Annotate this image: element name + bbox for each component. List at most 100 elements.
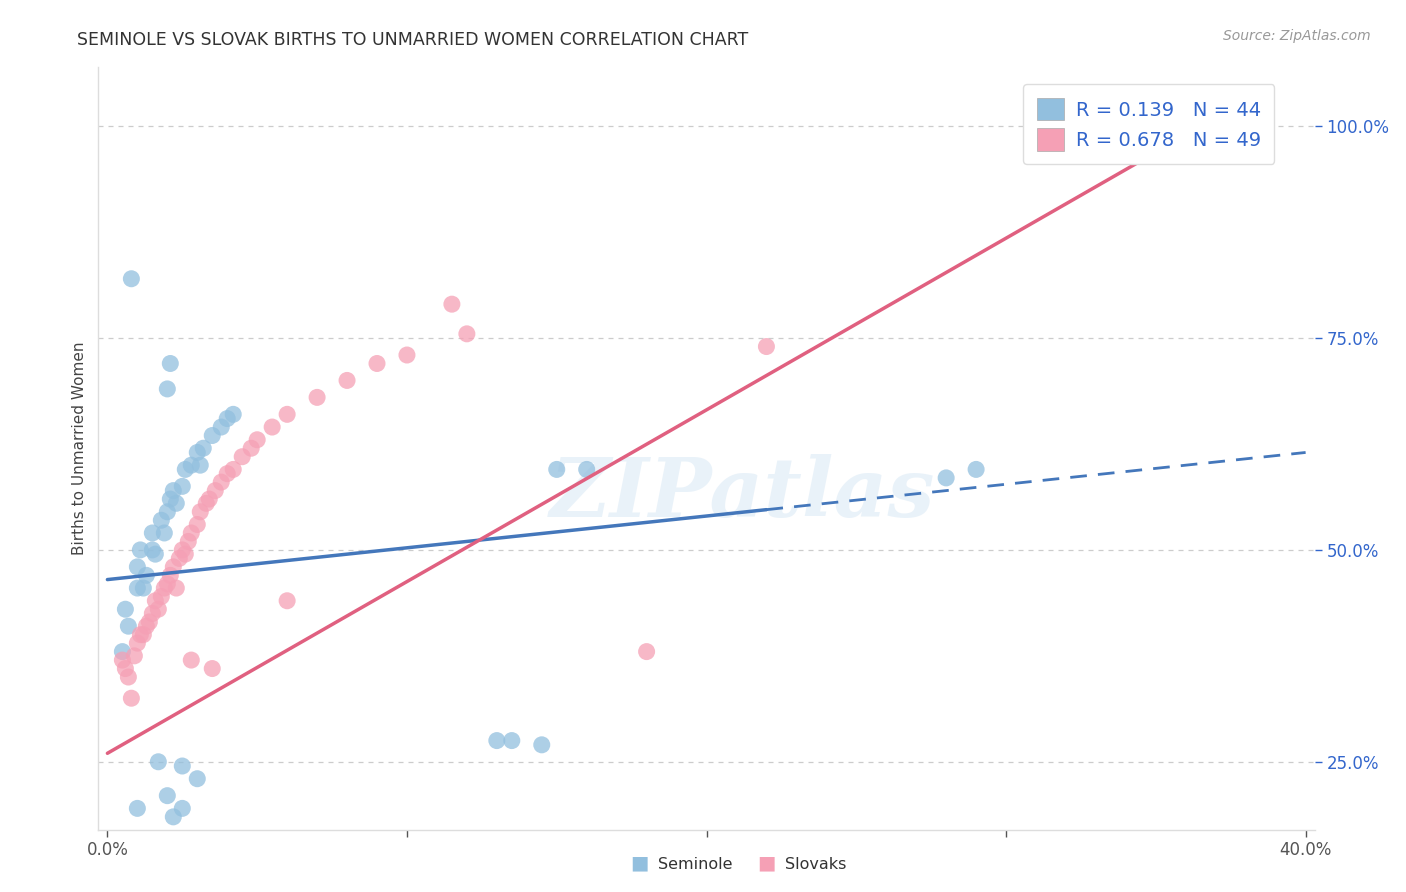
Point [150, 513, 173, 527]
Point [262, 420, 284, 434]
Point [217, 467, 239, 481]
Point [117, 619, 139, 633]
Point [231, 450, 253, 464]
Point [209, 475, 232, 489]
Point [172, 479, 194, 493]
Point [177, 534, 200, 549]
Point [246, 433, 269, 447]
Point [127, 581, 149, 595]
Point [276, 407, 298, 421]
Point [546, 462, 568, 476]
Point [141, 607, 163, 621]
Point [153, 581, 176, 595]
Point [456, 326, 478, 341]
Point [276, 594, 298, 608]
Point [186, 772, 208, 786]
Point [111, 653, 134, 667]
Point [186, 517, 208, 532]
Point [127, 801, 149, 815]
Point [198, 491, 221, 506]
Point [120, 271, 142, 285]
Point [162, 810, 184, 824]
Point [172, 759, 194, 773]
Point [201, 428, 224, 442]
Point [755, 339, 778, 353]
Point [162, 560, 184, 574]
Point [165, 581, 187, 595]
Text: ZIPatlas: ZIPatlas [550, 454, 936, 534]
Point [174, 462, 197, 476]
Point [156, 789, 179, 803]
Point [153, 525, 176, 540]
Point [307, 391, 329, 405]
Point [162, 483, 184, 498]
Point [204, 483, 226, 498]
Point [217, 411, 239, 425]
Point [127, 560, 149, 574]
Point [159, 356, 181, 371]
Point [135, 619, 157, 633]
Point [195, 496, 218, 510]
Point [138, 615, 160, 629]
Point [117, 670, 139, 684]
Point [180, 458, 202, 473]
Point [172, 801, 194, 815]
Point [501, 733, 523, 747]
Point [148, 602, 170, 616]
Point [141, 542, 163, 557]
Point [129, 542, 152, 557]
Point [111, 644, 134, 658]
Point [124, 648, 146, 663]
Point [135, 568, 157, 582]
Point [186, 445, 208, 459]
Point [222, 462, 245, 476]
Point [159, 568, 181, 582]
Point [174, 547, 197, 561]
Text: ■: ■ [630, 854, 650, 872]
Point [159, 491, 181, 506]
Legend: R = 0.139   N = 44, R = 0.678   N = 49: R = 0.139 N = 44, R = 0.678 N = 49 [1024, 84, 1274, 164]
Point [636, 644, 658, 658]
Point [395, 348, 418, 362]
Point [336, 373, 359, 387]
Point [120, 691, 142, 706]
Point [180, 653, 202, 667]
Point [148, 755, 170, 769]
Point [965, 462, 987, 476]
Point [485, 733, 508, 747]
Point [143, 547, 166, 561]
Point [1205, 115, 1227, 129]
Point [143, 594, 166, 608]
Point [366, 356, 388, 371]
Point [132, 627, 155, 641]
Point [156, 576, 179, 591]
Point [156, 505, 179, 519]
Point [169, 551, 191, 566]
Point [188, 458, 211, 473]
Point [209, 420, 232, 434]
Point [935, 471, 957, 485]
Point [201, 662, 224, 676]
Text: SEMINOLE VS SLOVAK BIRTHS TO UNMARRIED WOMEN CORRELATION CHART: SEMINOLE VS SLOVAK BIRTHS TO UNMARRIED W… [77, 31, 748, 49]
Point [222, 407, 245, 421]
Text: Source: ZipAtlas.com: Source: ZipAtlas.com [1223, 29, 1371, 43]
Point [172, 542, 194, 557]
Point [114, 662, 136, 676]
Point [129, 627, 152, 641]
Text: Seminole: Seminole [658, 857, 733, 872]
Point [188, 505, 211, 519]
Point [132, 581, 155, 595]
Text: Slovaks: Slovaks [785, 857, 846, 872]
Y-axis label: Births to Unmarried Women: Births to Unmarried Women [72, 342, 87, 555]
Point [141, 525, 163, 540]
Point [193, 441, 215, 455]
Point [114, 602, 136, 616]
Point [575, 462, 598, 476]
Point [240, 441, 263, 455]
Point [156, 382, 179, 396]
Point [127, 636, 149, 650]
Point [530, 738, 553, 752]
Point [440, 297, 463, 311]
Point [165, 496, 187, 510]
Point [180, 525, 202, 540]
